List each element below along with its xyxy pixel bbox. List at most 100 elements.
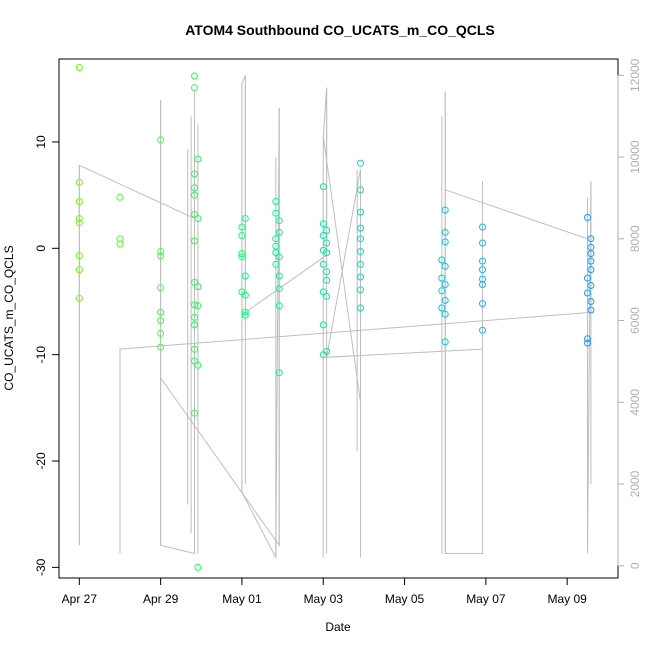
data-point: [191, 278, 198, 286]
data-point: [319, 183, 327, 191]
data-point: [272, 235, 280, 243]
data-point: [441, 262, 449, 270]
data-point: [191, 313, 198, 321]
data-point: [441, 228, 449, 236]
data-point: [238, 250, 246, 258]
data-point: [75, 252, 83, 260]
data-point: [438, 287, 446, 295]
data-point: [584, 289, 591, 297]
data-point: [479, 275, 486, 283]
data-point: [323, 276, 331, 284]
data-point: [323, 239, 331, 247]
x-tick-label: Apr 27: [62, 592, 98, 606]
data-point: [441, 338, 449, 346]
x-tick-label: May 01: [222, 592, 262, 606]
y2-tick-label: 0: [628, 562, 642, 569]
data-point: [587, 282, 595, 289]
data-point: [584, 214, 591, 221]
data-point: [191, 210, 198, 218]
data-point: [587, 250, 595, 258]
y2-tick-label: 8000: [628, 225, 642, 252]
data-point: [272, 198, 280, 205]
data-point: [319, 260, 327, 268]
data-point: [157, 136, 165, 144]
data-point: [357, 224, 364, 232]
data-point: [157, 343, 165, 351]
data-point: [275, 369, 283, 377]
data-point: [441, 206, 449, 214]
data-point: [191, 237, 198, 245]
data-point: [241, 308, 249, 316]
data-point: [238, 232, 246, 239]
data-point: [587, 298, 595, 305]
data-point: [319, 351, 327, 359]
data-point: [275, 285, 283, 293]
data-point: [357, 248, 364, 255]
data-point: [323, 226, 331, 234]
chart-title: ATOM4 Southbound CO_UCATS_m_CO_QCLS: [185, 22, 495, 38]
data-point: [275, 272, 283, 280]
data-point: [438, 256, 446, 264]
data-point: [75, 198, 83, 205]
data-point: [357, 286, 364, 294]
plot-frame: [58, 58, 619, 579]
data-point: [241, 311, 249, 319]
data-point: [75, 294, 83, 302]
data-point: [357, 273, 364, 281]
data-point: [357, 159, 364, 167]
data-point: [319, 220, 327, 228]
data-point: [441, 296, 449, 304]
data-point: [157, 308, 165, 316]
data-point: [157, 252, 165, 260]
data-point: [194, 215, 202, 222]
data-point: [479, 257, 486, 265]
data-point: [438, 304, 446, 312]
line-path: [78, 75, 592, 558]
data-point: [191, 321, 198, 329]
data-point: [479, 223, 486, 231]
y-axis-label: CO_UCATS_m_CO_QCLS: [2, 245, 16, 390]
data-point: [238, 223, 246, 231]
data-point: [323, 292, 331, 300]
data-point: [191, 345, 198, 353]
data-point: [241, 291, 249, 299]
data-point: [587, 306, 595, 314]
data-point: [116, 193, 124, 201]
data-point: [194, 155, 202, 163]
data-point: [357, 208, 364, 216]
data-point: [275, 302, 283, 310]
y-tick-label: -20: [34, 452, 48, 470]
data-point: [191, 184, 198, 192]
data-point: [587, 257, 595, 265]
data-point: [191, 72, 198, 80]
data-point: [319, 288, 327, 296]
data-point: [319, 321, 327, 329]
data-point: [191, 409, 198, 417]
data-point: [584, 339, 591, 347]
data-point: [275, 228, 283, 236]
data-point: [357, 186, 364, 194]
x-tick-label: May 03: [304, 592, 344, 606]
x-axis: Apr 27 Apr 29 May 01 May 03 May 05 May 07 May …: [62, 577, 588, 606]
data-point: [191, 170, 198, 178]
data-point: [241, 215, 249, 222]
data-point: [191, 191, 198, 199]
x-tick-label: May 09: [548, 592, 588, 606]
data-point: [479, 239, 486, 247]
line-series: [78, 75, 592, 558]
data-point: [323, 249, 331, 257]
data-point: [587, 235, 595, 243]
data-point: [319, 232, 327, 239]
y2-tick-label: 12000: [628, 58, 642, 92]
y2-tick-label: 6000: [628, 307, 642, 334]
data-point: [116, 235, 124, 243]
y-axis-left: 10 0 -10 -20 -30: [34, 135, 60, 576]
data-point: [441, 310, 449, 318]
data-point: [357, 260, 364, 268]
data-point: [194, 283, 202, 291]
y2-tick-label: 2000: [628, 470, 642, 497]
data-point: [191, 84, 198, 92]
data-point: [479, 326, 486, 334]
data-point: [584, 335, 591, 343]
